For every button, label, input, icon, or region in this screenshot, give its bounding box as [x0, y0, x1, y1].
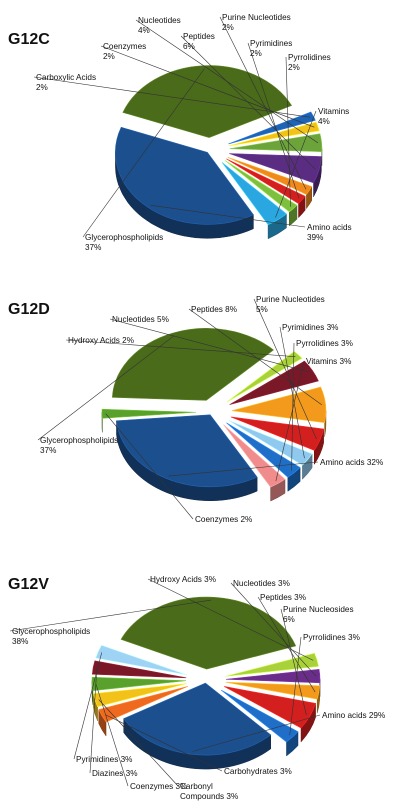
pie-slice-nucleotides — [229, 133, 323, 153]
leader-line — [253, 298, 317, 440]
pie-slice-purine-nucleotides — [227, 156, 313, 195]
leader-line — [37, 335, 175, 441]
pie-slice-coenzymes — [101, 408, 197, 419]
leader-line — [168, 461, 319, 477]
pie-slice-coenzymes — [91, 676, 187, 692]
slice-label-diazines: Diazines 3% — [92, 769, 138, 778]
leader-line — [105, 413, 194, 520]
leader-line — [9, 599, 212, 632]
slice-label-carboxylic-acids: Carboxylic Acids 2% — [36, 73, 96, 92]
slice-label-amino-acids: Amino acids 32% — [320, 458, 383, 467]
slice-label-coenzymes: Coenzymes 2% — [103, 42, 146, 61]
pie-slice-pyrrolidines — [226, 422, 301, 478]
pie-slice-purine-nucleotides — [230, 416, 325, 451]
slice-label-pyrrolidines: Pyrrolidines 2% — [288, 53, 331, 72]
slice-label-peptides: Peptides 3% — [260, 593, 306, 602]
leader-line — [230, 582, 317, 677]
slice-label-nucleotides: Nucleotides 3% — [233, 579, 290, 588]
pie-slice-diazines — [91, 660, 187, 679]
slice-label-vitamins: Vitamins 3% — [306, 357, 351, 366]
pie-g12c — [115, 65, 323, 240]
slice-label-nucleotides: Nucleotides 5% — [112, 315, 169, 324]
leader-line — [291, 342, 295, 471]
pie-slice-vitamins — [221, 162, 287, 226]
leader-line — [82, 68, 205, 238]
pie-slice-nucleotides — [229, 360, 319, 405]
slice-label-carbohydrates: Carbohydrates 3% — [224, 767, 292, 776]
pie-slice-amino-acids — [123, 682, 272, 756]
slice-label-carbonyl-compounds: Carbonyl Compounds 3% — [180, 782, 238, 801]
pie-slice-coenzymes — [229, 121, 320, 147]
leader-line — [275, 360, 305, 482]
chart-title-g12c: G12C — [8, 31, 50, 48]
leader-line — [279, 326, 305, 459]
slice-label-coenzymes: Coenzymes 2% — [195, 515, 252, 524]
slice-label-purine-nucleosides: Purine Nucleosides 6% — [283, 605, 354, 624]
slice-label-pyrimidines: Pyrimidines 3% — [282, 323, 338, 332]
pie-slice-purine-nucleosides — [224, 686, 316, 729]
leader-line — [150, 204, 306, 228]
leader-line — [95, 683, 129, 787]
leader-line — [275, 110, 317, 218]
leader-line — [89, 667, 98, 774]
slice-label-vitamins: Vitamins 4% — [318, 107, 349, 126]
slice-label-hydroxy-acids: Hydroxy Acids 2% — [68, 336, 134, 345]
leader-line — [98, 699, 179, 787]
leader-line — [105, 714, 223, 772]
slice-label-pyrrolidines: Pyrrolidines 3% — [303, 633, 360, 642]
slice-label-peptides: Peptides 8% — [191, 305, 237, 314]
leader-line — [285, 56, 291, 207]
slice-label-coenzymes: Coenzymes 3% — [130, 782, 187, 791]
slice-label-purine-nucleotides: Purine Nucleotides 2% — [222, 13, 291, 32]
leader-line — [257, 596, 316, 693]
slice-label-amino-acids: Amino acids 39% — [307, 223, 352, 242]
pie-slice-amino-acids — [116, 414, 258, 488]
slice-label-glycerophospholipids: Glycerophospholipids 37% — [85, 233, 163, 252]
leader-line — [33, 76, 310, 118]
pie-slice-carbohydrates — [98, 686, 188, 723]
pie-slice-pyrimidines — [226, 158, 306, 205]
pie-slice-amino-acids — [115, 126, 254, 225]
leader-line — [280, 608, 307, 716]
slice-label-pyrimidines: Pyrimidines 2% — [250, 39, 292, 58]
slice-label-purine-nucleotides: Purine Nucleotides 5% — [256, 295, 325, 314]
leader-line — [180, 35, 316, 170]
pie-slice-vitamins — [223, 424, 286, 488]
slice-label-glycerophospholipids: Glycerophospholipids 37% — [40, 436, 118, 455]
slice-label-peptides: Peptides 6% — [183, 32, 215, 51]
pie-slice-carbonyl-compounds — [93, 683, 187, 708]
pie-slice-peptides — [225, 681, 321, 700]
pie-slice-pyrimidines — [228, 420, 313, 466]
pie-slice-pyrimidines — [95, 644, 188, 676]
leader-line — [147, 578, 314, 661]
slice-label-pyrimidines: Pyrimidines 3% — [76, 755, 132, 764]
leader-line — [289, 636, 302, 736]
slice-label-amino-acids: Amino acids 29% — [322, 711, 385, 720]
slice-label-nucleotides: Nucleotides 4% — [138, 16, 181, 35]
pie-slice-glycerophospholipids — [120, 596, 297, 670]
pie-slice-peptides — [231, 386, 327, 424]
pie-slice-peptides — [229, 153, 322, 184]
leader-line — [73, 652, 103, 760]
pie-g12v — [91, 596, 321, 770]
leader-line — [100, 45, 315, 128]
pie-slice-carboxylic-acids — [228, 111, 316, 145]
slice-label-glycerophospholipids: Glycerophospholipids 38% — [12, 627, 90, 646]
leader-line — [192, 714, 321, 752]
slice-label-pyrrolidines: Pyrrolidines 3% — [296, 339, 353, 348]
pie-slice-glycerophospholipids — [122, 65, 293, 138]
pie-slice-pyrrolidines — [224, 160, 298, 213]
leader-line — [65, 339, 296, 357]
chart-title-g12d: G12D — [8, 301, 50, 318]
slice-label-hydroxy-acids: Hydroxy Acids 3% — [150, 575, 216, 584]
leader-line — [188, 308, 323, 406]
chart-title-g12v: G12V — [8, 576, 49, 593]
pie-slice-pyrrolidines — [220, 689, 299, 743]
leader-line — [109, 318, 310, 373]
leader-line — [247, 42, 300, 199]
leader-line — [219, 16, 307, 190]
